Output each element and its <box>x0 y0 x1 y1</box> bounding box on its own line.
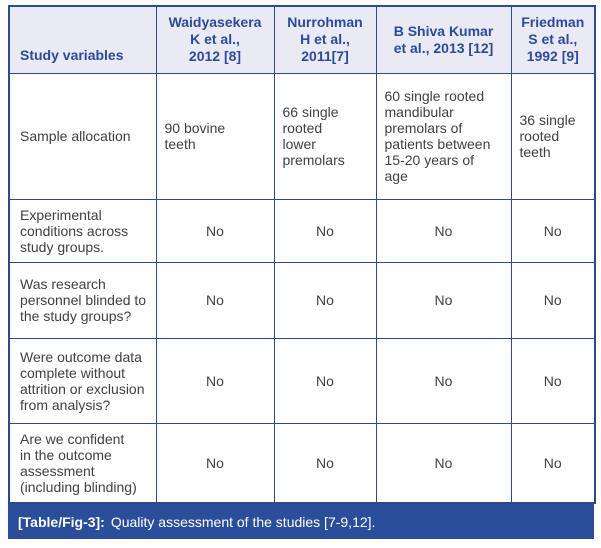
table-row-confident-outcome: Are we confident in the outcome assessme… <box>8 422 596 504</box>
table-cell: No <box>155 422 275 504</box>
column-header-study-variables: Study variables <box>8 5 157 74</box>
table-figure: Study variables Waidyasekera K et al., 2… <box>8 5 596 539</box>
row-label: Are we confident in the outcome assessme… <box>8 422 157 504</box>
table-cell: No <box>273 198 377 263</box>
table-cell: No <box>510 261 596 339</box>
table-cell: No <box>375 422 512 504</box>
quality-assessment-table: Study variables Waidyasekera K et al., 2… <box>8 5 596 504</box>
table-cell: No <box>375 198 512 263</box>
table-row-sample-allocation: Sample allocation 90 bovine teeth 66 sin… <box>8 72 596 200</box>
caption-label: [Table/Fig-3]: <box>18 513 105 530</box>
table-cell: No <box>510 337 596 424</box>
row-label: Were outcome data complete without attri… <box>8 337 157 424</box>
column-header-waidyasekera: Waidyasekera K et al., 2012 [8] <box>155 5 275 74</box>
table-cell: No <box>273 337 377 424</box>
table-cell: No <box>510 198 596 263</box>
table-cell: No <box>375 337 512 424</box>
table-cell: 60 single rooted mandibular premolars of… <box>375 72 512 200</box>
table-header-row: Study variables Waidyasekera K et al., 2… <box>8 5 596 74</box>
table-row-personnel-blinded: Was research personnel blinded to the st… <box>8 261 596 339</box>
table-cell: 90 bovine teeth <box>155 72 275 200</box>
table-caption: [Table/Fig-3]: Quality assessment of the… <box>8 504 594 539</box>
table-cell: 66 single rooted lower premolars <box>273 72 377 200</box>
table-cell: No <box>155 337 275 424</box>
table-cell: No <box>510 422 596 504</box>
table-cell: No <box>273 261 377 339</box>
column-header-b-shiva-kumar: B Shiva Kumar et al., 2013 [12] <box>375 5 512 74</box>
row-label: Experimental conditions across study gro… <box>8 198 157 263</box>
column-header-friedman: Friedman S et al., 1992 [9] <box>510 5 596 74</box>
row-label: Was research personnel blinded to the st… <box>8 261 157 339</box>
table-row-outcome-data-complete: Were outcome data complete without attri… <box>8 337 596 424</box>
row-label: Sample allocation <box>8 72 157 200</box>
column-header-nurrohman: Nurrohman H et al., 2011[7] <box>273 5 377 74</box>
table-row-experimental-conditions: Experimental conditions across study gro… <box>8 198 596 263</box>
table-cell: 36 single rooted teeth <box>510 72 596 200</box>
table-cell: No <box>375 261 512 339</box>
table-cell: No <box>155 198 275 263</box>
caption-text: Quality assessment of the studies [7-9,1… <box>110 513 376 530</box>
table-cell: No <box>273 422 377 504</box>
table-cell: No <box>155 261 275 339</box>
